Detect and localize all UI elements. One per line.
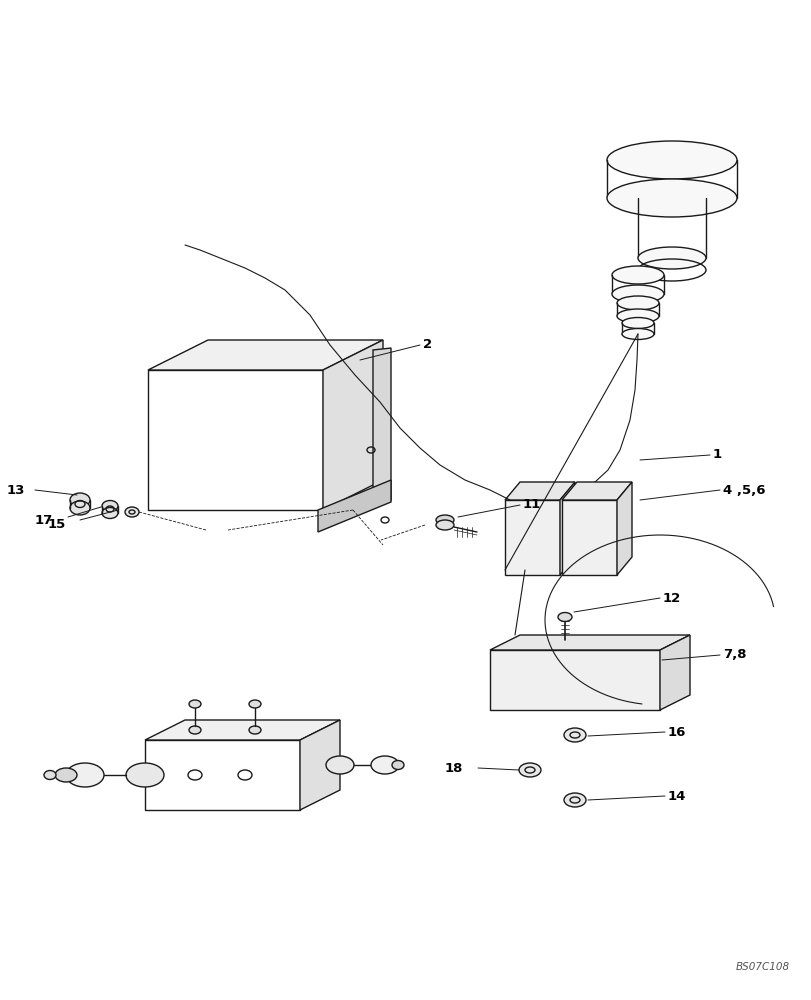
Text: 2: 2 [423, 338, 431, 352]
Polygon shape [504, 500, 560, 575]
Ellipse shape [564, 728, 586, 742]
Text: 1: 1 [712, 448, 721, 462]
Text: 13: 13 [7, 484, 25, 496]
Ellipse shape [325, 756, 354, 774]
Ellipse shape [371, 756, 398, 774]
Text: 17: 17 [35, 514, 54, 526]
Polygon shape [148, 370, 323, 510]
Ellipse shape [55, 768, 77, 782]
Ellipse shape [621, 318, 653, 328]
Ellipse shape [607, 179, 736, 217]
Ellipse shape [557, 612, 571, 621]
Ellipse shape [44, 770, 56, 780]
Ellipse shape [126, 763, 164, 787]
Ellipse shape [436, 515, 453, 525]
Text: 11: 11 [522, 498, 541, 512]
Text: 15: 15 [48, 518, 67, 530]
Ellipse shape [616, 309, 659, 323]
Ellipse shape [249, 726, 260, 734]
Text: 14: 14 [667, 790, 685, 802]
Polygon shape [299, 720, 340, 810]
Ellipse shape [616, 296, 659, 310]
Polygon shape [318, 480, 391, 532]
Ellipse shape [564, 793, 586, 807]
Text: 12: 12 [663, 591, 680, 604]
Text: 16: 16 [667, 725, 685, 738]
Ellipse shape [249, 700, 260, 708]
Ellipse shape [611, 285, 663, 303]
Ellipse shape [611, 266, 663, 284]
Ellipse shape [621, 328, 653, 340]
Ellipse shape [66, 763, 104, 787]
Polygon shape [561, 500, 616, 575]
Ellipse shape [518, 763, 540, 777]
Ellipse shape [189, 700, 201, 708]
Polygon shape [616, 482, 631, 575]
Ellipse shape [607, 141, 736, 179]
Polygon shape [659, 635, 689, 710]
Polygon shape [323, 340, 383, 510]
Ellipse shape [392, 760, 404, 770]
Ellipse shape [102, 508, 118, 518]
Ellipse shape [125, 507, 139, 517]
Text: BS07C108: BS07C108 [735, 962, 789, 972]
Ellipse shape [189, 726, 201, 734]
Polygon shape [560, 482, 574, 575]
Ellipse shape [637, 247, 705, 269]
Text: 4 ,5,6: 4 ,5,6 [722, 484, 765, 496]
Ellipse shape [436, 520, 453, 530]
Text: 7,8: 7,8 [722, 648, 745, 662]
Polygon shape [504, 482, 574, 500]
Ellipse shape [102, 500, 118, 512]
Polygon shape [145, 720, 340, 740]
Ellipse shape [70, 493, 90, 507]
Text: 18: 18 [444, 762, 463, 774]
Polygon shape [145, 740, 299, 810]
Polygon shape [561, 482, 631, 500]
Polygon shape [148, 340, 383, 370]
Ellipse shape [70, 501, 90, 515]
Polygon shape [489, 650, 659, 710]
Polygon shape [372, 348, 391, 502]
Polygon shape [489, 635, 689, 650]
